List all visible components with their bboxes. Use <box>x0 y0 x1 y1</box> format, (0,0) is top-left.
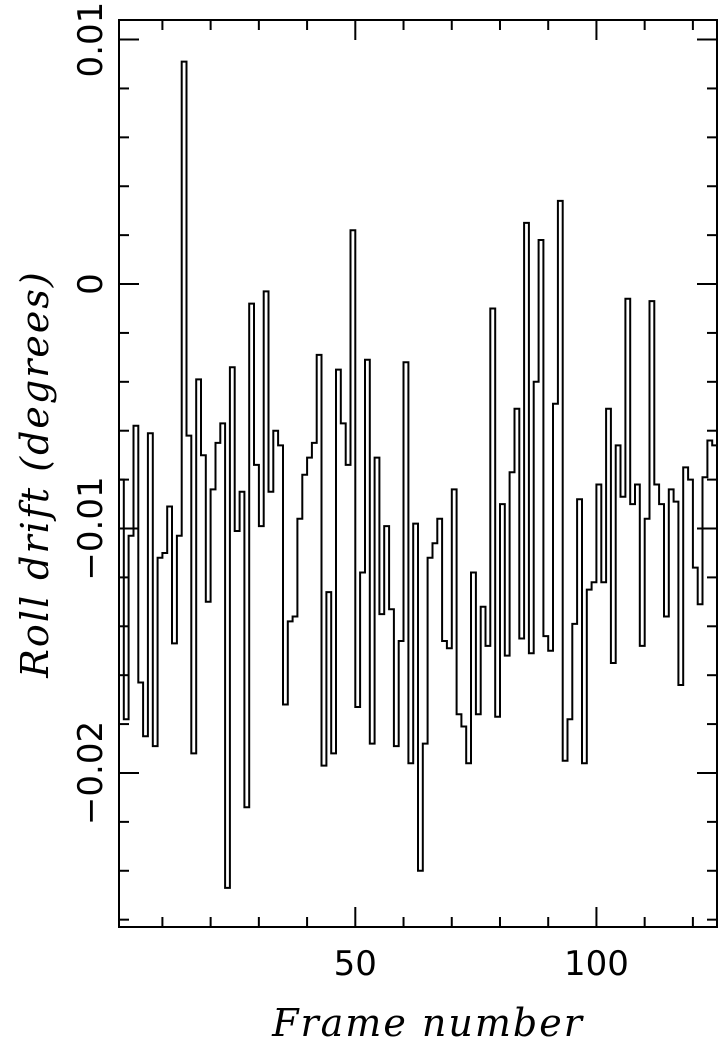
y-axis-title: Roll drift (degrees) <box>13 270 57 678</box>
y-tick-label: −0.02 <box>71 721 111 825</box>
roll-drift-step-series <box>119 60 718 889</box>
y-tick-label: −0.01 <box>71 476 111 580</box>
x-axis-title: Frame number <box>271 1001 585 1045</box>
y-tick-label: 0 <box>71 273 111 295</box>
x-tick-labels: 50 100 <box>334 944 629 984</box>
plot-frame <box>118 19 718 928</box>
y-tick-labels: −0.02 −0.01 0 0.01 <box>71 2 111 825</box>
x-tick-label: 50 <box>334 944 377 984</box>
x-tick-label: 100 <box>564 944 629 984</box>
y-tick-label: 0.01 <box>71 2 111 78</box>
